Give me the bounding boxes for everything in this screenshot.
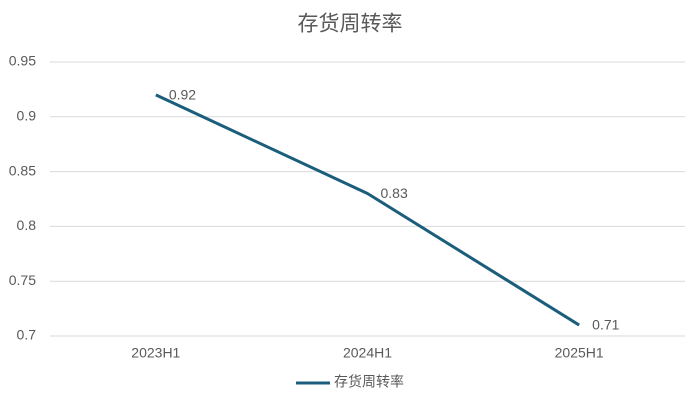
y-tick-label: 0.9	[17, 108, 37, 124]
legend-label: 存货周转率	[334, 374, 404, 390]
y-tick-label: 0.7	[17, 327, 37, 343]
y-tick-label: 0.85	[9, 162, 36, 178]
data-label: 0.83	[381, 185, 408, 201]
y-tick-label: 0.8	[17, 217, 37, 233]
y-tick-label: 0.95	[9, 53, 36, 69]
data-label: 0.92	[169, 87, 196, 103]
x-tick-label: 2024H1	[343, 345, 392, 361]
x-tick-label: 2025H1	[555, 345, 604, 361]
series-line	[155, 93, 580, 327]
chart-title: 存货周转率	[298, 13, 403, 36]
data-label: 0.71	[592, 317, 619, 333]
x-tick-label: 2023H1	[131, 345, 180, 361]
y-tick-label: 0.75	[9, 272, 36, 288]
